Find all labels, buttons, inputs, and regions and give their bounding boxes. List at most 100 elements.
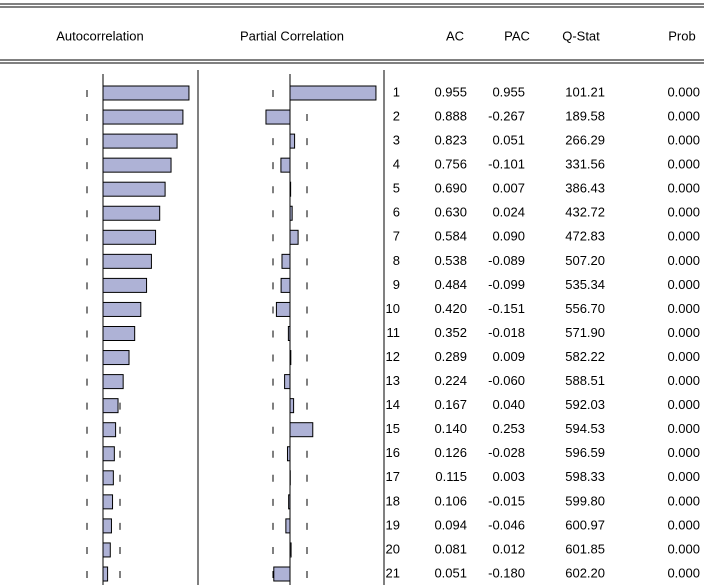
cell: -0.180: [488, 565, 525, 580]
cell: -0.028: [488, 445, 525, 460]
cell: 0.888: [434, 108, 467, 123]
bar: [102, 253, 152, 269]
cell: 0.289: [434, 349, 467, 364]
cell: 507.20: [565, 253, 605, 268]
cell: 8: [393, 253, 400, 268]
bar: [102, 374, 124, 390]
column-header: AC: [446, 28, 464, 43]
cell: 18: [386, 493, 400, 508]
bar: [102, 181, 166, 197]
cell: 0.090: [492, 229, 525, 244]
bar: [285, 518, 291, 534]
cell: 0.000: [667, 469, 700, 484]
cell: 0.000: [667, 517, 700, 532]
cell: 0.000: [667, 445, 700, 460]
cell: 0.756: [434, 157, 467, 172]
cell: 0.584: [434, 229, 467, 244]
cell: 6: [393, 205, 400, 220]
column-header: Q-Stat: [562, 28, 600, 43]
cell: -0.151: [488, 301, 525, 316]
cell: 602.20: [565, 565, 605, 580]
bar: [102, 470, 114, 486]
cell: 0.009: [492, 349, 525, 364]
column-header: PAC: [504, 28, 530, 43]
cell: 0.420: [434, 301, 467, 316]
column-header: Prob: [668, 28, 695, 43]
cell: 0.040: [492, 397, 525, 412]
cell: -0.015: [488, 493, 525, 508]
cell: -0.046: [488, 517, 525, 532]
bar: [102, 229, 157, 245]
bar: [289, 229, 299, 245]
cell: 0.000: [667, 84, 700, 99]
cell: -0.089: [488, 253, 525, 268]
cell: 0.000: [667, 253, 700, 268]
bar: [102, 542, 111, 558]
bar: [102, 277, 148, 293]
bar: [102, 301, 142, 317]
cell: 0.484: [434, 277, 467, 292]
cell: 0.003: [492, 469, 525, 484]
cell: 556.70: [565, 301, 605, 316]
cell: 0.012: [492, 541, 525, 556]
cell: 5: [393, 181, 400, 196]
cell: 331.56: [565, 157, 605, 172]
cell: 12: [386, 349, 400, 364]
cell: 0.167: [434, 397, 467, 412]
bar: [102, 494, 114, 510]
cell: 0.538: [434, 253, 467, 268]
cell: 535.34: [565, 277, 605, 292]
bar: [280, 157, 291, 173]
cell: 0.000: [667, 157, 700, 172]
cell: 0.126: [434, 445, 467, 460]
cell: 0.000: [667, 205, 700, 220]
cell: 189.58: [565, 108, 605, 123]
cell: 432.72: [565, 205, 605, 220]
cell: 0.000: [667, 565, 700, 580]
cell: 0.000: [667, 133, 700, 148]
cell: 592.03: [565, 397, 605, 412]
bar: [275, 301, 291, 317]
bar: [102, 566, 109, 582]
cell: 11: [387, 325, 401, 340]
bar: [102, 446, 115, 462]
cell: 0.051: [434, 565, 467, 580]
cell: 0.081: [434, 541, 467, 556]
column-header: Autocorrelation: [56, 28, 143, 43]
cell: 17: [386, 469, 400, 484]
bar: [102, 85, 190, 101]
cell: 10: [386, 301, 400, 316]
bar: [102, 205, 161, 221]
cell: 0.690: [434, 181, 467, 196]
cell: 0.630: [434, 205, 467, 220]
cell: 0.024: [492, 205, 525, 220]
cell: 13: [386, 373, 400, 388]
cell: -0.018: [488, 325, 525, 340]
cell: 0.823: [434, 133, 467, 148]
cell: 600.97: [565, 517, 605, 532]
bar: [289, 542, 292, 558]
cell: 4: [393, 157, 400, 172]
column-header: Partial Correlation: [240, 28, 344, 43]
bar: [102, 350, 130, 366]
cell: 0.955: [434, 84, 467, 99]
bar: [289, 350, 292, 366]
cell: 2: [393, 108, 400, 123]
cell: 0.224: [434, 373, 467, 388]
cell: 386.43: [565, 181, 605, 196]
bar: [284, 374, 291, 390]
cell: 598.33: [565, 469, 605, 484]
cell: 21: [386, 565, 400, 580]
cell: 19: [386, 517, 400, 532]
cell: 9: [393, 277, 400, 292]
cell: 0.000: [667, 493, 700, 508]
cell: 0.007: [492, 181, 525, 196]
cell: 0.000: [667, 541, 700, 556]
cell: 0.115: [435, 469, 467, 484]
bar: [102, 109, 184, 125]
cell: 472.83: [565, 229, 605, 244]
cell: 0.000: [667, 373, 700, 388]
cell: -0.101: [488, 157, 525, 172]
bar: [289, 181, 292, 197]
